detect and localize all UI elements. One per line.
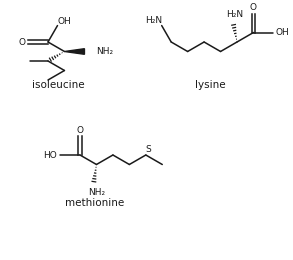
Text: H₂N: H₂N <box>226 10 243 18</box>
Text: NH₂: NH₂ <box>88 188 105 197</box>
Text: NH₂: NH₂ <box>96 47 114 56</box>
Polygon shape <box>64 49 84 54</box>
Text: O: O <box>250 3 257 12</box>
Text: H₂N: H₂N <box>145 16 162 25</box>
Text: S: S <box>145 146 151 154</box>
Text: OH: OH <box>58 17 71 26</box>
Text: O: O <box>76 126 84 134</box>
Text: HO: HO <box>43 151 57 159</box>
Text: isoleucine: isoleucine <box>32 80 84 90</box>
Text: lysine: lysine <box>195 80 225 90</box>
Text: methionine: methionine <box>65 198 125 208</box>
Text: OH: OH <box>276 28 289 37</box>
Text: O: O <box>18 37 25 47</box>
